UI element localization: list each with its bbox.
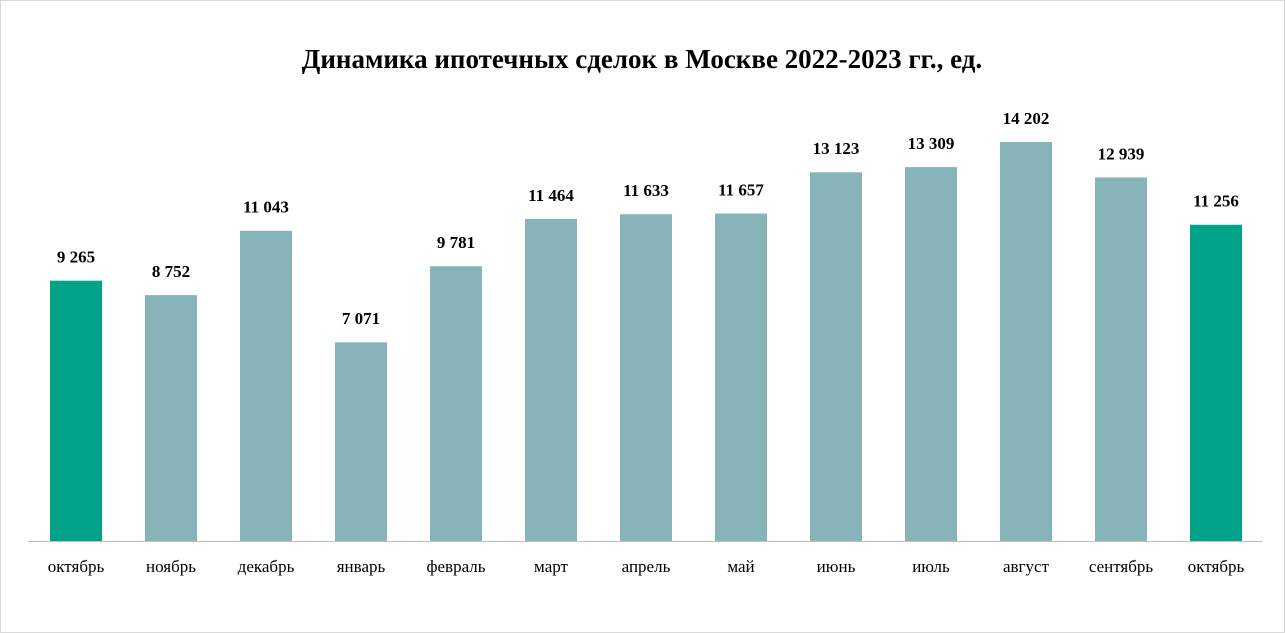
value-label: 11 256 bbox=[1193, 192, 1239, 211]
bar bbox=[145, 295, 197, 541]
value-label: 7 071 bbox=[342, 309, 380, 328]
bar bbox=[1095, 177, 1147, 541]
x-tick-label: апрель bbox=[622, 557, 671, 576]
x-tick-label: март bbox=[534, 557, 568, 576]
x-tick-label: июль bbox=[912, 557, 950, 576]
x-tick-label: декабрь bbox=[238, 557, 295, 576]
value-label: 11 043 bbox=[243, 198, 289, 217]
value-label: 13 309 bbox=[908, 134, 955, 153]
x-tick-label: январь bbox=[337, 557, 386, 576]
bar bbox=[715, 213, 767, 541]
x-tick-label: август bbox=[1003, 557, 1050, 576]
bar bbox=[620, 214, 672, 541]
bar bbox=[810, 172, 862, 541]
value-label: 9 781 bbox=[437, 233, 475, 252]
value-label: 11 657 bbox=[718, 180, 764, 199]
bar bbox=[905, 167, 957, 541]
value-label: 11 633 bbox=[623, 181, 669, 200]
value-label: 8 752 bbox=[152, 262, 190, 281]
x-tick-label: май bbox=[727, 557, 754, 576]
x-tick-label: ноябрь bbox=[146, 557, 196, 576]
x-tick-label: октябрь bbox=[48, 557, 105, 576]
x-tick-label: июнь bbox=[817, 557, 856, 576]
value-label: 14 202 bbox=[1003, 109, 1050, 128]
bar bbox=[1190, 224, 1242, 542]
bar bbox=[50, 280, 102, 541]
x-tick-label: октябрь bbox=[1188, 557, 1245, 576]
value-label: 9 265 bbox=[57, 248, 95, 267]
bar bbox=[525, 218, 577, 542]
value-label: 12 939 bbox=[1098, 144, 1145, 163]
x-tick-label: февраль bbox=[426, 557, 485, 576]
chart-title: Динамика ипотечных сделок в Москве 2022-… bbox=[302, 44, 982, 74]
value-label: 13 123 bbox=[813, 139, 860, 158]
value-label: 11 464 bbox=[528, 186, 574, 205]
bar bbox=[430, 266, 482, 541]
bar bbox=[335, 342, 387, 541]
x-tick-label: сентябрь bbox=[1089, 557, 1154, 576]
bar bbox=[1000, 142, 1052, 541]
bar bbox=[240, 230, 292, 541]
